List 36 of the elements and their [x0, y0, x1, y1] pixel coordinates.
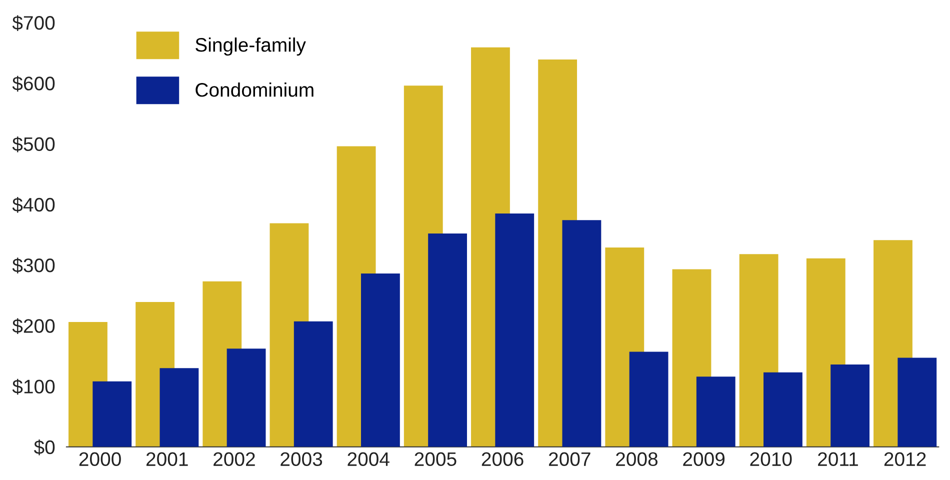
- bar: [226, 348, 266, 447]
- x-tick-label: 2002: [214, 452, 255, 466]
- x-tick-label: 2011: [818, 452, 858, 466]
- x-tick-label: 2004: [348, 452, 390, 466]
- x-tick-label: 2008: [616, 452, 658, 466]
- bar: [629, 352, 668, 447]
- x-tick-label: 2003: [280, 452, 322, 466]
- bar: [160, 368, 199, 447]
- y-tick-label: $300: [12, 258, 55, 274]
- x-tick-label: 2007: [548, 452, 590, 466]
- y-tick-label: $600: [12, 76, 55, 92]
- legend-label: Single-family: [196, 38, 306, 56]
- x-tick-label: 2012: [884, 452, 926, 466]
- y-tick-label: $100: [12, 378, 55, 395]
- bar: [92, 381, 132, 447]
- bar: [898, 358, 937, 447]
- x-tick-label: 2010: [750, 452, 792, 466]
- x-tick-label: 2009: [683, 452, 725, 466]
- y-tick-label: $200: [12, 318, 55, 334]
- x-tick-label: 2001: [146, 452, 188, 466]
- y-tick-label: $400: [12, 197, 55, 213]
- bar: [696, 376, 736, 447]
- y-tick-label: $500: [12, 136, 55, 152]
- x-tick-label: 2000: [79, 452, 121, 466]
- bar: [428, 234, 467, 447]
- x-tick-label: 2006: [482, 452, 524, 466]
- y-tick-label: $0: [34, 440, 55, 456]
- bar: [830, 364, 870, 447]
- bar: [294, 321, 333, 447]
- legend-label: Condominium: [196, 82, 314, 97]
- bar: [361, 274, 400, 447]
- x-tick-label: 2005: [414, 452, 456, 466]
- y-tick-label: $700: [12, 15, 55, 31]
- bar: [764, 372, 802, 447]
- bar: [562, 220, 602, 447]
- bar: [495, 214, 534, 447]
